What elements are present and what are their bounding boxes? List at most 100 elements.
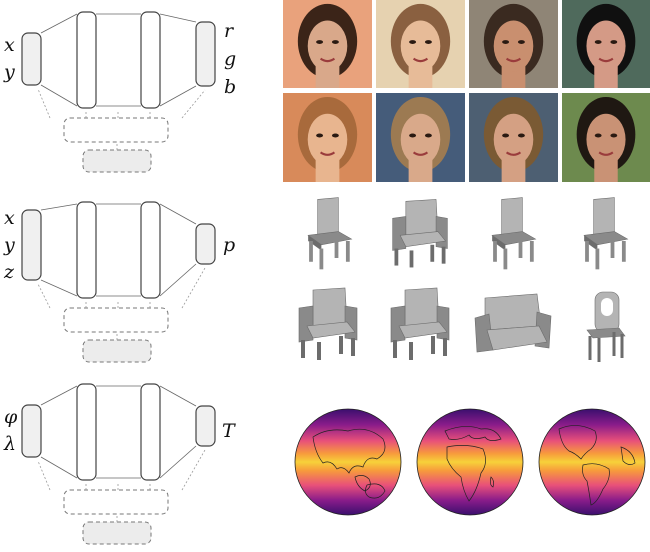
input-label-y: y xyxy=(4,61,15,83)
mouth xyxy=(505,57,522,63)
network-diagram-shape: x y z p xyxy=(0,190,260,370)
coastline xyxy=(582,463,610,506)
face-grid xyxy=(283,0,650,183)
conditioning-arrow xyxy=(37,88,51,119)
mouth xyxy=(412,151,429,156)
face-image xyxy=(562,93,650,182)
face-photo xyxy=(562,0,650,88)
connection-line xyxy=(159,445,197,479)
output-label-b: b xyxy=(224,76,237,98)
chair-shape xyxy=(298,287,358,360)
hidden-layer-1 xyxy=(76,383,97,481)
connection-line xyxy=(159,263,197,297)
conditioning-arrow xyxy=(37,283,51,309)
eye-left xyxy=(594,133,602,138)
latent-block xyxy=(63,117,169,143)
chair-shape xyxy=(491,197,537,270)
face-photo xyxy=(469,93,558,182)
hidden-layer-1 xyxy=(76,201,97,299)
face-photo xyxy=(469,0,558,88)
coastline xyxy=(558,425,597,460)
temperature-globe xyxy=(537,407,647,517)
face-image xyxy=(469,93,558,182)
hidden-layer-2 xyxy=(140,201,161,299)
eye-right xyxy=(424,40,432,44)
chair-render xyxy=(559,190,649,275)
coastline xyxy=(354,475,371,492)
mouth xyxy=(505,151,522,156)
input-label-phi: φ xyxy=(4,406,18,428)
coastline xyxy=(620,446,636,465)
input-block xyxy=(21,32,42,86)
eye-left xyxy=(409,133,417,138)
eye-right xyxy=(610,40,618,44)
face-shape xyxy=(307,113,348,166)
network-schematic-1 xyxy=(21,11,216,173)
connection-line xyxy=(40,456,78,479)
input-label-y: y xyxy=(4,234,15,256)
chair-shape xyxy=(583,197,629,270)
globe-map xyxy=(416,408,524,516)
connection-line xyxy=(159,385,197,407)
eye-left xyxy=(502,133,510,138)
hidden-layer-2 xyxy=(140,383,161,481)
face-image xyxy=(283,0,372,88)
eye-left xyxy=(594,40,602,44)
output-label-r: r xyxy=(224,20,234,42)
chair-render xyxy=(283,278,373,368)
face-photo xyxy=(283,0,372,88)
face-image xyxy=(376,93,465,182)
output-label-g: g xyxy=(224,48,237,70)
globe-disc xyxy=(538,408,646,516)
mouth xyxy=(319,151,336,156)
latent-vector xyxy=(82,339,152,363)
eye-left xyxy=(502,40,510,44)
eye-left xyxy=(409,40,417,44)
chair-shape xyxy=(392,199,448,268)
hidden-layer-1 xyxy=(76,11,97,109)
conditioning-arrow xyxy=(181,89,206,119)
output-block xyxy=(195,21,216,87)
chair-shape xyxy=(390,287,450,360)
network-diagram-image: x y r g b xyxy=(0,0,260,180)
latent-vector xyxy=(82,149,152,173)
face-shape xyxy=(493,20,534,72)
output-label-p: p xyxy=(223,234,236,256)
coastline xyxy=(312,428,386,474)
face-image xyxy=(469,0,558,88)
coastline xyxy=(444,426,502,441)
connection-line xyxy=(40,84,78,107)
globe-disc xyxy=(416,408,524,516)
output-block xyxy=(195,223,216,265)
face-photo xyxy=(283,93,372,182)
eye-left xyxy=(316,40,324,44)
input-label-x: x xyxy=(4,207,15,229)
face-shape xyxy=(400,20,441,72)
connection-line xyxy=(159,203,197,225)
eye-right xyxy=(424,133,432,138)
face-image xyxy=(376,0,465,88)
mouth xyxy=(319,57,336,63)
coastline xyxy=(365,483,386,499)
coastline xyxy=(446,445,486,502)
connection-line xyxy=(40,203,78,211)
input-label-lambda: λ xyxy=(4,433,17,455)
conditioning-arrow xyxy=(181,449,206,491)
face-shape xyxy=(400,113,441,166)
eye-right xyxy=(517,133,525,138)
eye-right xyxy=(331,133,339,138)
chair-render xyxy=(467,190,557,275)
temperature-globe xyxy=(293,407,403,517)
chair-render xyxy=(467,278,557,368)
face-photo xyxy=(562,93,650,182)
conditioning-arrow xyxy=(181,267,206,309)
mouth xyxy=(598,57,614,63)
input-block xyxy=(21,404,42,458)
eye-right xyxy=(331,40,339,44)
face-shape xyxy=(493,113,534,166)
network-diagram-climate: φ λ T xyxy=(0,372,260,552)
chair-render xyxy=(559,278,649,368)
network-schematic-2 xyxy=(21,201,216,363)
chair-shape xyxy=(586,291,626,362)
face-shape xyxy=(307,20,348,72)
